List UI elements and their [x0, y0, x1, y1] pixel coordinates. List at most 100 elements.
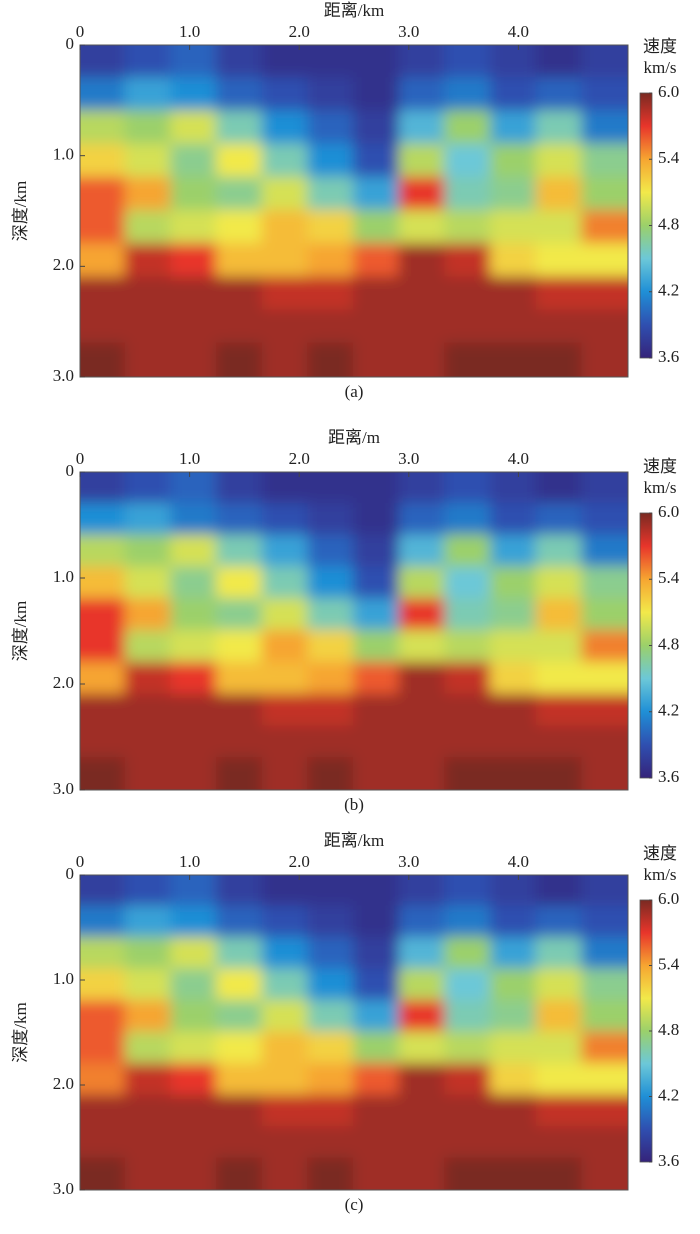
cell	[216, 1063, 264, 1097]
caption: (a)	[345, 382, 364, 401]
cell	[307, 905, 355, 939]
cell	[124, 725, 173, 760]
cell	[170, 210, 218, 246]
cell	[170, 905, 218, 939]
cell	[490, 534, 538, 569]
y-tick-label: 1.0	[53, 145, 74, 164]
cell	[80, 598, 127, 632]
cell	[581, 725, 628, 760]
cell	[490, 875, 538, 908]
colorbar-tick-label: 4.2	[658, 701, 679, 720]
cell	[261, 1126, 310, 1160]
x-tick-label: 0	[76, 852, 85, 871]
heatmap	[80, 472, 628, 790]
cell	[581, 630, 628, 664]
cell	[124, 1157, 173, 1190]
colorbar-tick-label: 3.6	[658, 767, 679, 786]
cell	[261, 1031, 310, 1065]
cell	[124, 342, 173, 377]
cell	[490, 1031, 538, 1065]
cell	[398, 342, 447, 377]
cell	[581, 276, 628, 312]
cell	[170, 598, 218, 632]
cell	[307, 968, 355, 1002]
cell	[261, 661, 310, 696]
cell	[261, 502, 310, 537]
cell	[444, 661, 492, 696]
cell	[444, 598, 492, 632]
cell	[170, 534, 218, 569]
cell	[307, 1157, 355, 1190]
cell	[216, 875, 264, 908]
cell	[80, 1000, 127, 1034]
cell	[581, 937, 628, 971]
cell	[353, 875, 401, 908]
cell	[170, 757, 218, 790]
cell	[444, 875, 492, 908]
cell	[307, 1063, 355, 1097]
x-tick-label: 1.0	[179, 449, 200, 468]
cell	[80, 1063, 127, 1097]
cell	[124, 502, 173, 537]
cell	[261, 937, 310, 971]
cell	[216, 566, 264, 601]
cell	[444, 472, 492, 505]
cell	[80, 243, 127, 279]
cell	[581, 875, 628, 908]
cell	[581, 1000, 628, 1034]
cell	[398, 110, 447, 146]
cell	[80, 276, 127, 312]
x-tick-label: 4.0	[508, 449, 529, 468]
y-tick-label: 0	[66, 34, 75, 53]
cell	[353, 210, 401, 246]
cell	[444, 566, 492, 601]
cell	[170, 1094, 218, 1128]
cell	[353, 598, 401, 632]
cell	[353, 1000, 401, 1034]
cell	[170, 1126, 218, 1160]
cell	[581, 1157, 628, 1190]
cell	[398, 143, 447, 179]
cell	[80, 1031, 127, 1065]
cell	[535, 968, 584, 1002]
cell	[490, 661, 538, 696]
cell	[124, 566, 173, 601]
cell	[398, 630, 447, 664]
cell	[398, 1000, 447, 1034]
cell	[490, 502, 538, 537]
cell	[261, 342, 310, 377]
cell	[353, 45, 401, 80]
y-tick-label: 1.0	[53, 567, 74, 586]
cell	[444, 1031, 492, 1065]
cell	[444, 1157, 492, 1190]
cell	[307, 1094, 355, 1128]
cell	[535, 757, 584, 790]
cell	[261, 1094, 310, 1128]
cell	[398, 309, 447, 345]
cell	[490, 110, 538, 146]
heatmap	[80, 45, 628, 377]
y-tick-label: 3.0	[53, 779, 74, 798]
cell	[353, 566, 401, 601]
cell	[353, 937, 401, 971]
cell	[307, 725, 355, 760]
cell	[307, 342, 355, 377]
cell	[124, 210, 173, 246]
cell	[80, 1094, 127, 1128]
colorbar-tick-label: 3.6	[658, 1151, 679, 1170]
cell	[261, 309, 310, 345]
cell	[216, 757, 264, 790]
cell	[490, 243, 538, 279]
cell	[490, 937, 538, 971]
cell	[80, 309, 127, 345]
cell	[581, 598, 628, 632]
cell	[581, 502, 628, 537]
cell	[261, 276, 310, 312]
y-tick-label: 3.0	[53, 366, 74, 385]
cell	[80, 968, 127, 1002]
cell	[216, 1094, 264, 1128]
x-tick-label: 1.0	[179, 22, 200, 41]
cell	[216, 905, 264, 939]
cell	[535, 534, 584, 569]
cell	[170, 968, 218, 1002]
